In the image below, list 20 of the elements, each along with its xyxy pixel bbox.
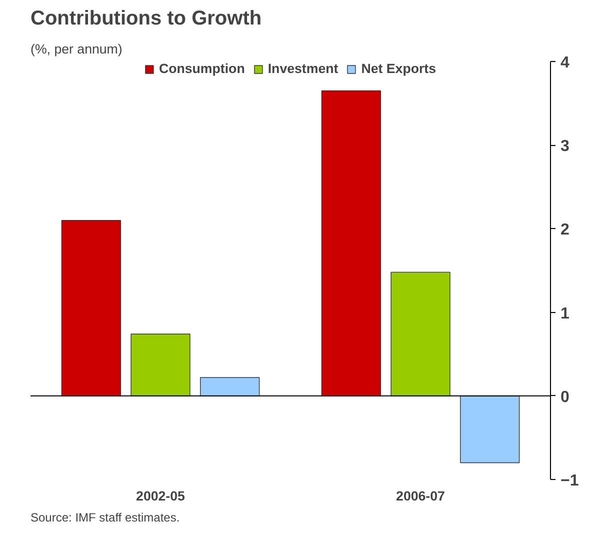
bar <box>200 377 260 396</box>
bar <box>61 220 121 396</box>
x-tick-label: 2006-07 <box>396 488 445 504</box>
x-tick-label: 2002-05 <box>136 488 186 504</box>
y-tick-label: 4 <box>560 54 570 72</box>
source-note: Source: IMF staff estimates. <box>30 510 180 524</box>
chart-subtitle: (%, per annum) <box>30 42 122 56</box>
legend-label: Net Exports <box>361 61 436 76</box>
bar <box>390 272 450 396</box>
bar <box>460 396 520 464</box>
y-tick-label: 3 <box>560 138 570 156</box>
chart-title: Contributions to Growth <box>30 8 262 30</box>
y-tick-label: −1 <box>560 472 579 490</box>
y-tick-label: 0 <box>560 388 570 406</box>
legend-label: Consumption <box>158 61 245 76</box>
bar <box>130 334 190 396</box>
y-tick-label: 2 <box>560 222 570 239</box>
y-tick-label: 1 <box>560 305 570 322</box>
bar <box>321 90 381 396</box>
legend-label: Investment <box>268 61 338 76</box>
